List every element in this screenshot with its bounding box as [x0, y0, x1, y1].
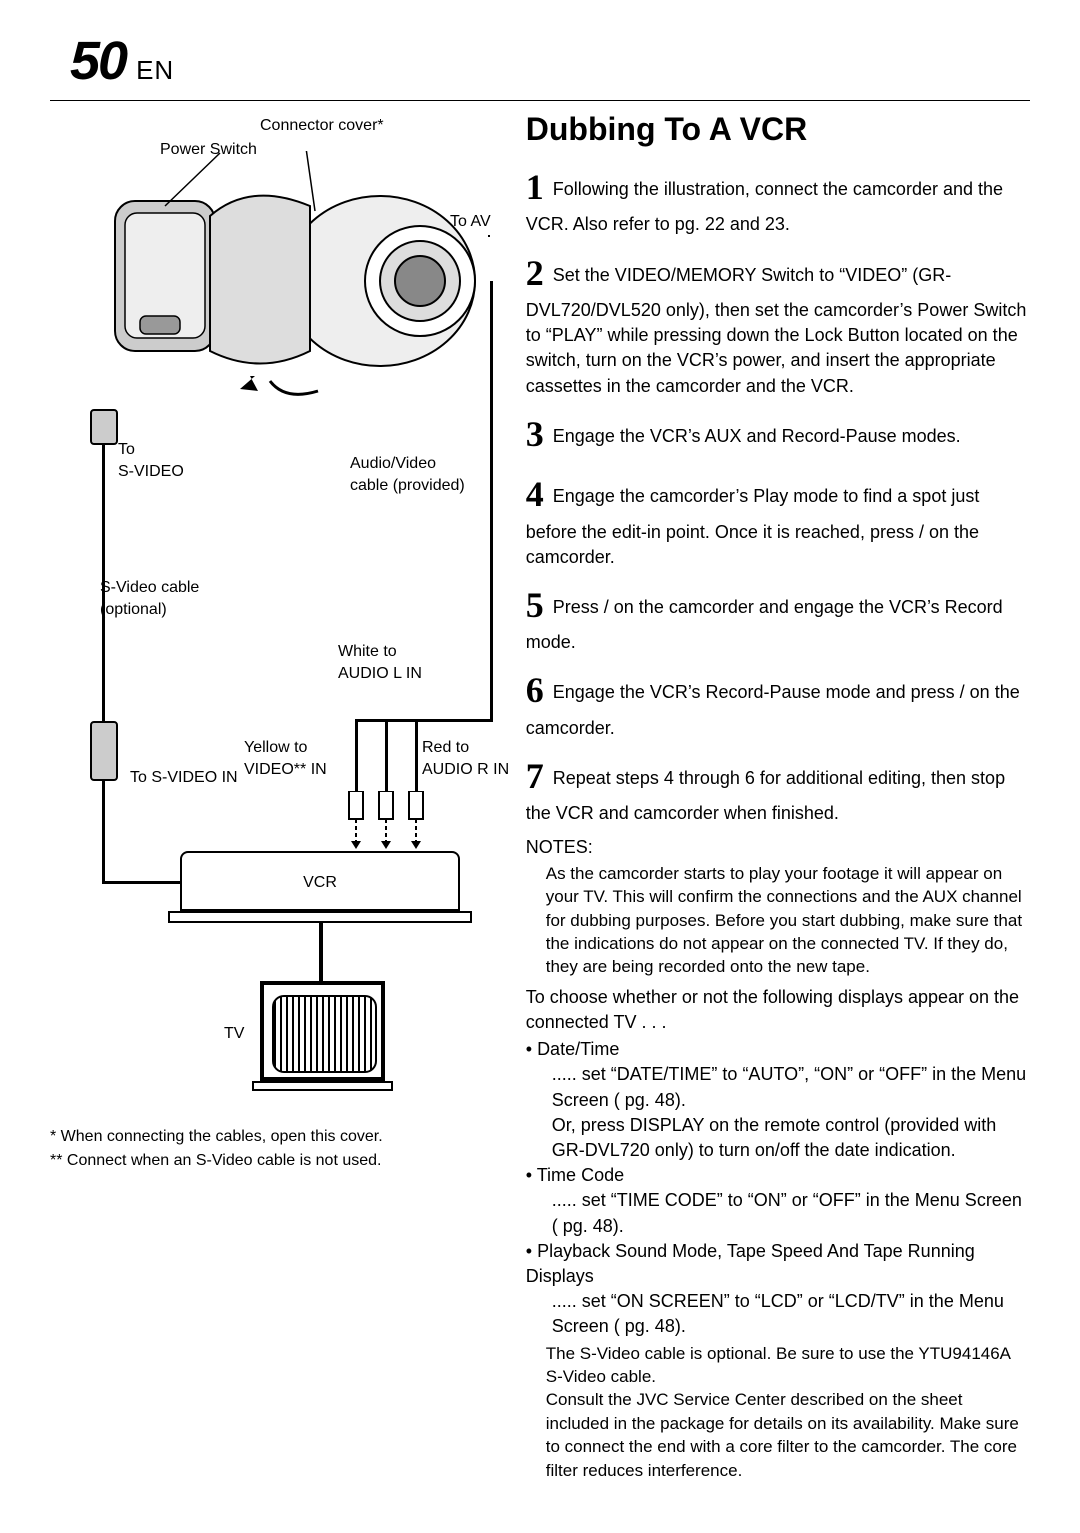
- svideo-cable-2: [102, 781, 105, 881]
- bullet-datetime-body: ..... set “DATE/TIME” to “AUTO”, “ON” or…: [552, 1062, 1030, 1163]
- vcr-base: [168, 911, 472, 923]
- vcr-box: VCR: [180, 851, 460, 911]
- bullet-timecode-body: ..... set “TIME CODE” to “ON” or “OFF” i…: [552, 1188, 1030, 1238]
- header-divider: [50, 100, 1030, 101]
- footnote-a: * When connecting the cables, open this …: [50, 1125, 506, 1149]
- step-4-text: Engage the camcorder’s Play mode to find…: [526, 486, 980, 567]
- bullet-playback-title: Playback Sound Mode, Tape Speed And Tape…: [526, 1241, 975, 1286]
- connection-diagram: Connector cover* Power Switch To AV To S…: [50, 111, 506, 1121]
- bullet-timecode-title: Time Code: [537, 1165, 624, 1185]
- rca-plugs: [342, 791, 432, 851]
- notes-label: NOTES:: [526, 837, 1030, 858]
- svideo-cable-3: [102, 881, 182, 884]
- step-1-text: Following the illustration, connect the …: [526, 179, 1003, 234]
- camcorder-illustration: [110, 151, 490, 411]
- content-area: Connector cover* Power Switch To AV To S…: [50, 111, 1030, 1484]
- step-2: 2 Set the VIDEO/MEMORY Switch to “VIDEO”…: [526, 248, 1030, 399]
- bullet-datetime-title: Date/Time: [537, 1039, 619, 1059]
- step-4: 4 Engage the camcorder’s Play mode to fi…: [526, 469, 1030, 570]
- bullet-datetime: • Date/Time: [526, 1037, 1030, 1062]
- page-number: 50: [70, 30, 126, 92]
- right-column: Dubbing To A VCR 1 Following the illustr…: [526, 111, 1030, 1484]
- footnotes: * When connecting the cables, open this …: [50, 1125, 506, 1173]
- bullet-playback: • Playback Sound Mode, Tape Speed And Ta…: [526, 1239, 1030, 1289]
- step-6-text: Engage the VCR’s Record-Pause mode and p…: [526, 682, 1020, 737]
- tv-base: [252, 1081, 393, 1091]
- step-3-text: Engage the VCR’s AUX and Record-Pause mo…: [553, 426, 961, 446]
- label-connector-cover: Connector cover*: [260, 115, 384, 137]
- label-to-svideo-in: To S-VIDEO IN: [130, 767, 238, 789]
- av-split: [355, 719, 493, 722]
- tv-label: TV: [224, 1025, 244, 1043]
- svideo-plug-bottom: [90, 721, 118, 781]
- svideo-cable: [102, 445, 105, 721]
- bullet-timecode: • Time Code: [526, 1163, 1030, 1188]
- step-3: 3 Engage the VCR’s AUX and Record-Pause …: [526, 409, 1030, 459]
- tv-display-intro: To choose whether or not the following d…: [526, 985, 1030, 1035]
- step-7: 7 Repeat steps 4 through 6 for additiona…: [526, 751, 1030, 827]
- bullet-playback-body: ..... set “ON SCREEN” to “LCD” or “LCD/T…: [552, 1289, 1030, 1339]
- svideo-plug-top: [90, 409, 118, 445]
- step-2-text: Set the VIDEO/MEMORY Switch to “VIDEO” (…: [526, 265, 1027, 396]
- label-white-audio: White to AUDIO L IN: [338, 641, 422, 686]
- step-5: 5 Press / on the camcorder and engage th…: [526, 580, 1030, 656]
- step-1: 1 Following the illustration, connect th…: [526, 162, 1030, 238]
- label-av-cable: Audio/Video cable (provided): [350, 453, 465, 498]
- av-cable-main: [490, 281, 493, 721]
- vcr-label: VCR: [303, 874, 337, 891]
- page-lang: EN: [136, 55, 174, 86]
- left-column: Connector cover* Power Switch To AV To S…: [50, 111, 506, 1484]
- section-title: Dubbing To A VCR: [526, 111, 1030, 148]
- label-svideo-opt: S-Video cable (optional): [100, 577, 199, 622]
- svideo-note: The S-Video cable is optional. Be sure t…: [546, 1342, 1030, 1483]
- label-to-svideo: To S-VIDEO: [118, 439, 184, 484]
- label-red-audio: Red to AUDIO R IN: [422, 737, 509, 782]
- step-6: 6 Engage the VCR’s Record-Pause mode and…: [526, 665, 1030, 741]
- vcr-tv-cable: [319, 923, 323, 981]
- note-1: As the camcorder starts to play your foo…: [546, 862, 1030, 979]
- tv-box: TV: [260, 981, 385, 1081]
- step-7-text: Repeat steps 4 through 6 for additional …: [526, 768, 1005, 823]
- page-header: 50 EN: [70, 30, 1030, 92]
- label-yellow-video: Yellow to VIDEO** IN: [244, 737, 327, 782]
- tv-screen: [272, 995, 377, 1073]
- footnote-b: ** Connect when an S-Video cable is not …: [50, 1149, 506, 1173]
- step-5-text: Press / on the camcorder and engage the …: [526, 597, 1003, 652]
